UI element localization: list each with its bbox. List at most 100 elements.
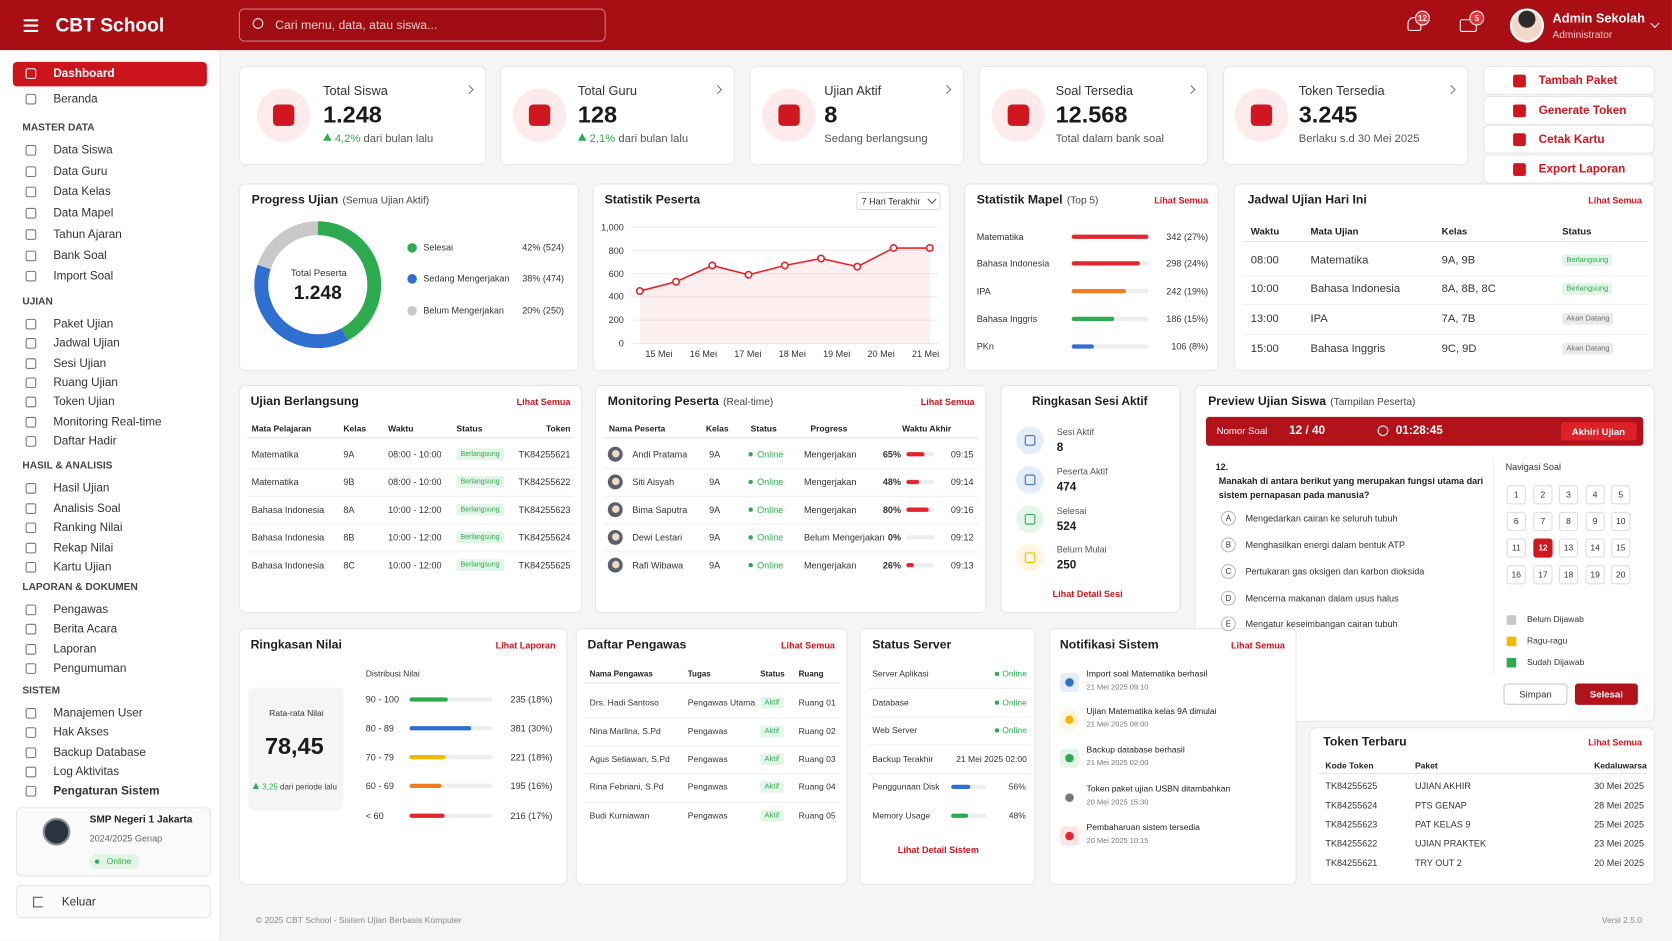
nav-item[interactable]: Pengumuman bbox=[53, 662, 127, 675]
option-key[interactable]: C bbox=[1225, 566, 1232, 577]
logout-label[interactable]: Keluar bbox=[61, 895, 96, 909]
range-label[interactable]: 7 Hari Terakhir bbox=[861, 196, 921, 207]
nav-number-label[interactable]: 3 bbox=[1566, 489, 1571, 500]
nav-number-label[interactable]: 4 bbox=[1592, 489, 1598, 500]
nav-number-label[interactable]: 19 bbox=[1590, 569, 1600, 580]
nav-number[interactable] bbox=[1585, 485, 1605, 505]
nav-number[interactable] bbox=[1533, 485, 1553, 505]
nav-number-label[interactable]: 8 bbox=[1566, 516, 1571, 527]
option-key[interactable]: B bbox=[1225, 540, 1232, 550]
nav-number[interactable] bbox=[1533, 511, 1553, 532]
nav-item[interactable]: Token Ujian bbox=[53, 395, 115, 409]
nav-item[interactable]: Ruang Ujian bbox=[53, 376, 118, 390]
nav-number[interactable] bbox=[1611, 511, 1631, 532]
nav-item[interactable]: Ranking Nilai bbox=[53, 521, 123, 535]
nav-number-label[interactable]: 10 bbox=[1616, 516, 1626, 527]
range-dropdown[interactable] bbox=[856, 191, 941, 211]
quick-action-label[interactable]: Tambah Paket bbox=[1538, 74, 1618, 87]
nav-number-label[interactable]: 11 bbox=[1511, 543, 1521, 553]
nav-item[interactable]: Kartu Ujian bbox=[53, 560, 112, 574]
nav-item[interactable]: Tahun Ajaran bbox=[53, 227, 122, 241]
nav-item[interactable]: Jadwal Ujian bbox=[53, 337, 120, 351]
nav-item[interactable]: Bank Soal bbox=[53, 248, 107, 262]
nav-item[interactable]: Pengawas bbox=[53, 603, 109, 617]
option-text[interactable]: Mencerna makanan dalam usus halus bbox=[1245, 592, 1399, 604]
nav-item[interactable]: Hak Akses bbox=[53, 726, 109, 740]
nav-item[interactable]: Berita Acara bbox=[53, 623, 118, 636]
nav-item[interactable]: Paket Ujian bbox=[53, 317, 114, 331]
quick-action[interactable] bbox=[1483, 66, 1655, 95]
nav-item[interactable]: Data Mapel bbox=[53, 206, 114, 220]
nav-number-label[interactable]: 6 bbox=[1513, 516, 1519, 527]
link[interactable]: Lihat Detail Sistem bbox=[897, 844, 979, 856]
link[interactable]: Lihat Semua bbox=[516, 396, 571, 408]
nav-item[interactable]: Hasil Ujian bbox=[53, 481, 110, 495]
nav-number-label[interactable]: 15 bbox=[1616, 543, 1626, 553]
nav-item[interactable]: Manajemen User bbox=[53, 706, 143, 720]
link[interactable]: Lihat Semua bbox=[920, 396, 975, 408]
nav-number[interactable] bbox=[1611, 538, 1631, 558]
nav-item[interactable]: Sesi Ujian bbox=[53, 356, 107, 370]
nav-number-label[interactable]: 7 bbox=[1540, 516, 1546, 527]
nav-number[interactable] bbox=[1585, 511, 1605, 532]
nav-number-label[interactable]: 2 bbox=[1540, 489, 1546, 500]
nav-item[interactable]: Import Soal bbox=[53, 269, 114, 283]
nav-number[interactable] bbox=[1533, 538, 1553, 558]
nav-item[interactable]: Analisis Soal bbox=[53, 501, 121, 515]
nav-number[interactable] bbox=[1558, 538, 1579, 558]
nav-item[interactable]: Log Aktivitas bbox=[53, 765, 120, 779]
nav-number-label[interactable]: 12 bbox=[1538, 543, 1548, 553]
nav-item[interactable]: Data Kelas bbox=[53, 185, 111, 199]
nav-number-label[interactable]: 20 bbox=[1616, 569, 1626, 580]
option-key[interactable]: E bbox=[1225, 618, 1232, 629]
quick-action[interactable] bbox=[1483, 124, 1655, 154]
nav-number[interactable] bbox=[1558, 485, 1579, 505]
nav-number-label[interactable]: 16 bbox=[1511, 569, 1522, 580]
option-key[interactable]: A bbox=[1225, 513, 1232, 524]
option-text[interactable]: Pertukaran gas oksigen dan karbon dioksi… bbox=[1245, 566, 1425, 577]
nav-number-label[interactable]: 14 bbox=[1590, 543, 1600, 553]
link[interactable]: Lihat Semua bbox=[1154, 195, 1209, 206]
nav-number-label[interactable]: 13 bbox=[1563, 543, 1574, 553]
nav-number-label[interactable]: 17 bbox=[1538, 569, 1548, 580]
nav-number[interactable] bbox=[1611, 485, 1631, 505]
option-text[interactable]: Mengatur keseimbangan cairan tubuh bbox=[1245, 618, 1398, 630]
save-label[interactable]: Simpan bbox=[1519, 688, 1552, 700]
quick-action[interactable] bbox=[1483, 95, 1655, 125]
nav-item[interactable]: Laporan bbox=[53, 642, 97, 656]
logout-button[interactable] bbox=[15, 885, 212, 919]
link[interactable]: Lihat Semua bbox=[1588, 195, 1643, 206]
end-button-label[interactable]: Akhiri Ujian bbox=[1571, 425, 1626, 437]
nav-item[interactable]: Data Siswa bbox=[53, 143, 113, 157]
quick-action-label[interactable]: Cetak Kartu bbox=[1538, 132, 1605, 146]
nav-active[interactable] bbox=[12, 61, 207, 87]
nav-number-label[interactable]: 5 bbox=[1618, 489, 1624, 500]
option-text[interactable]: Mengedarkan cairan ke seluruh tubuh bbox=[1245, 512, 1398, 524]
nav-number[interactable] bbox=[1506, 485, 1526, 505]
finish-label[interactable]: Selesai bbox=[1589, 688, 1623, 700]
nav-number[interactable] bbox=[1585, 538, 1605, 558]
end-button[interactable] bbox=[1561, 422, 1637, 441]
nav-item[interactable]: Data Guru bbox=[53, 164, 108, 178]
nav-number-label[interactable]: 1 bbox=[1513, 489, 1519, 500]
option-text[interactable]: Menghasilkan energi dalam bentuk ATP bbox=[1245, 539, 1406, 551]
option-key[interactable]: D bbox=[1225, 593, 1232, 603]
quick-action-label[interactable]: Generate Token bbox=[1538, 103, 1627, 117]
quick-action[interactable] bbox=[1483, 154, 1655, 184]
link[interactable]: Lihat Laporan bbox=[495, 639, 556, 651]
nav-number[interactable] bbox=[1506, 511, 1526, 532]
nav-number[interactable] bbox=[1585, 565, 1605, 585]
link[interactable]: Lihat Semua bbox=[1588, 736, 1643, 748]
search-box[interactable] bbox=[238, 8, 606, 42]
finish-button[interactable] bbox=[1574, 683, 1638, 705]
nav-number-label[interactable]: 9 bbox=[1592, 516, 1598, 527]
nav-item[interactable]: Rekap Nilai bbox=[53, 541, 114, 554]
link[interactable]: Lihat Detail Sesi bbox=[1052, 588, 1123, 600]
nav-number[interactable] bbox=[1558, 511, 1579, 532]
quick-action-label[interactable]: Export Laporan bbox=[1538, 162, 1626, 176]
nav-item[interactable]: Dashboard bbox=[53, 67, 115, 80]
nav-number[interactable] bbox=[1506, 565, 1526, 585]
nav-number[interactable] bbox=[1611, 565, 1631, 585]
nav-number[interactable] bbox=[1558, 565, 1579, 585]
nav-item[interactable]: Beranda bbox=[53, 92, 98, 106]
